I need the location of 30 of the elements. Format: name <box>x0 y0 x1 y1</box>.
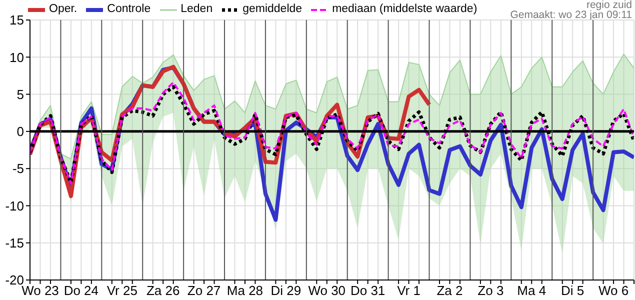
y-tick-label: 5 <box>16 86 24 102</box>
x-tick-label: Za 26 <box>146 283 180 298</box>
x-tick-label: Wo 23 <box>22 283 59 298</box>
x-tick-label: Do 31 <box>350 283 386 298</box>
legend-label: gemiddelde <box>242 3 302 16</box>
x-tick-label: Di 29 <box>270 283 302 298</box>
legend-label: Oper. <box>49 3 78 16</box>
x-tick-label: Wo 6 <box>598 283 629 298</box>
x-tick-label: Zo 27 <box>187 283 221 298</box>
x-tick-label: Za 2 <box>436 283 463 298</box>
chart-subtitle: regio zuid <box>586 0 632 11</box>
y-tick-label: 15 <box>10 12 24 28</box>
y-tick-label: -5 <box>12 161 24 176</box>
x-tick-label: Zo 3 <box>478 283 504 298</box>
y-tick-label: -10 <box>5 198 24 214</box>
x-tick-label: Vr 1 <box>397 283 420 298</box>
y-tick-label: 0 <box>16 124 24 140</box>
x-tick-label: Vr 25 <box>106 283 138 298</box>
legend-label: Controle <box>107 3 151 16</box>
annotation: Gemaakt: wo 23 jan 09:11 <box>510 9 632 21</box>
legend-label: mediaan (middelste waarde) <box>332 3 478 16</box>
x-tick-label: Ma 28 <box>226 283 264 298</box>
x-tick-label: Do 24 <box>64 283 99 298</box>
x-tick-label: Di 5 <box>561 283 584 298</box>
x-tick-label: Ma 4 <box>517 283 546 298</box>
x-tick-label: Wo 30 <box>308 283 346 298</box>
y-tick-label: 10 <box>10 50 24 65</box>
line-series <box>30 54 634 160</box>
legend-label: Leden <box>180 3 213 16</box>
y-tick-label: -15 <box>5 235 24 250</box>
